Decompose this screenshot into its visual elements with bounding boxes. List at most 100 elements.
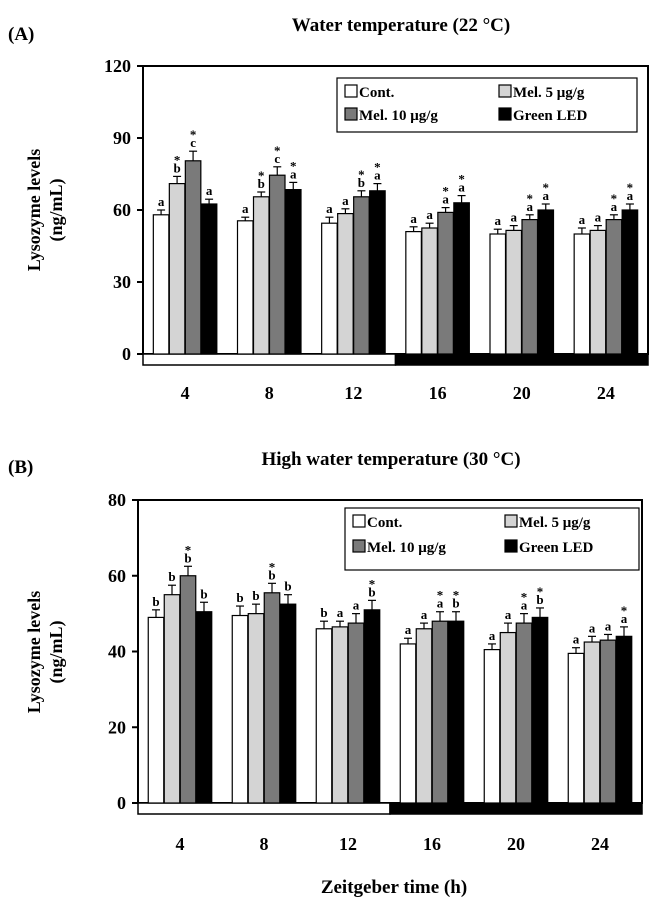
panel-a-xtick-label: 4 xyxy=(181,383,190,403)
panel-b-xtick-label: 12 xyxy=(339,834,357,854)
panel-b-significance-letter: b xyxy=(536,592,543,607)
panel-b-bar xyxy=(515,622,533,804)
panel-b-bar xyxy=(483,649,501,804)
panel-b-label: (B) xyxy=(8,457,33,478)
panel-b-significance-letter: a xyxy=(489,628,496,643)
panel-b-legend-label: Mel. 10 μg/g xyxy=(367,540,446,556)
panel-a-bar xyxy=(489,233,507,355)
panel-b-significance-letter: b xyxy=(368,584,375,599)
panel-b-title: High water temperature (30 °C) xyxy=(261,449,520,470)
panel-a-significance-star: * xyxy=(174,152,181,167)
panel-a-significance-letter: a xyxy=(511,210,518,225)
panel-a-legend-swatch xyxy=(498,107,512,121)
panel-b-legend-swatch xyxy=(352,514,366,528)
panel-b-legend-label: Green LED xyxy=(519,540,593,556)
panel-a-bar xyxy=(369,190,386,355)
panel-a-significance-star: * xyxy=(627,180,634,195)
panel-b-significance-letter: a xyxy=(437,596,444,611)
panel-b-light-phase-bar xyxy=(137,802,391,815)
panel-a-significance-letter: b xyxy=(173,160,180,175)
panel-a-significance-star: * xyxy=(527,191,534,206)
panel-a-legend-label: Mel. 5 μg/g xyxy=(513,85,585,101)
panel-b-bar xyxy=(363,609,381,804)
panel-b-dark-phase-bar xyxy=(389,802,643,815)
panel-b-significance-letter: b xyxy=(320,605,327,620)
panel-a-significance-letter: c xyxy=(190,135,196,150)
panel-a-significance-letter: a xyxy=(611,199,618,214)
panel-b-bar xyxy=(195,611,213,804)
panel-a-significance-letter: a xyxy=(326,201,333,216)
panel-b-ytick-label: 80 xyxy=(108,490,126,510)
panel-b-ytick-label: 60 xyxy=(108,566,126,586)
panel-b-ylabel-line2: (ng/mL) xyxy=(46,620,67,683)
panel-a-xtick-label: 20 xyxy=(513,383,531,403)
panel-a-significance-star: * xyxy=(290,158,297,173)
panel-b-significance-star: * xyxy=(185,542,192,557)
panel-a-xtick-label: 24 xyxy=(597,383,615,403)
panel-a-significance-letter: a xyxy=(495,213,502,228)
panel-a-significance-letter: a xyxy=(290,166,297,181)
panel-b-bar xyxy=(567,652,585,804)
panel-a-ylabel-line2: (ng/mL) xyxy=(46,178,67,241)
panel-a-bar xyxy=(321,222,338,355)
panel-a-significance-star: * xyxy=(442,184,449,199)
panel-a-significance-star: * xyxy=(458,172,465,187)
panel-a-light-phase-bar xyxy=(142,353,397,366)
panel-b-significance-letter: a xyxy=(605,618,612,633)
panel-b-ytick-label: 40 xyxy=(108,642,126,662)
panel-a-bar xyxy=(421,227,438,355)
panel-b-legend-box xyxy=(344,507,640,571)
panel-b-bar xyxy=(331,626,349,804)
panel-b-legend-swatch xyxy=(504,539,518,553)
panel-b-legend-swatch xyxy=(504,514,518,528)
panel-a-legend-swatch xyxy=(498,84,512,98)
panel-b-ytick-label: 20 xyxy=(108,717,126,737)
panel-a-bar xyxy=(268,174,286,355)
panel-b-significance-star: * xyxy=(521,590,528,605)
panel-a-xtick-label: 12 xyxy=(344,383,362,403)
panel-b-bar xyxy=(499,631,517,804)
panel-a-significance-letter: a xyxy=(426,207,433,222)
panel-a-bar xyxy=(337,213,354,355)
panel-b-bar xyxy=(447,620,465,804)
panel-a-significance-star: * xyxy=(543,180,550,195)
panel-a-significance-letter: b xyxy=(258,176,265,191)
panel-b-ylabel-line1: Lysozyme levels xyxy=(24,591,44,713)
panel-b-significance-letter: b xyxy=(236,590,243,605)
panel-a-ytick-label: 60 xyxy=(113,200,131,220)
panel-a-bar xyxy=(573,233,591,355)
panel-b-significance-letter: b xyxy=(252,588,259,603)
panel-b-significance-star: * xyxy=(369,576,376,591)
panel-a-significance-letter: a xyxy=(242,201,249,216)
panel-b-significance-letter: a xyxy=(505,607,512,622)
panel-b-bar xyxy=(531,616,549,804)
panel-a-bar xyxy=(621,209,639,355)
panel-a-significance-letter: a xyxy=(543,188,550,203)
panel-a-ytick-label: 0 xyxy=(122,344,131,364)
panel-b-ytick-label: 0 xyxy=(117,793,126,813)
panel-b-legend-label: Mel. 5 μg/g xyxy=(519,515,591,531)
panel-a-significance-letter: b xyxy=(358,175,365,190)
panel-b-bar xyxy=(347,622,365,804)
panel-a-ytick-label: 90 xyxy=(113,128,131,148)
panel-a-bar xyxy=(437,211,454,355)
panel-b-xtick-label: 16 xyxy=(423,834,441,854)
panel-a-bar xyxy=(405,231,422,355)
panel-b-bar xyxy=(147,616,165,804)
panel-a-bar xyxy=(589,229,607,355)
panel-b-significance-letter: b xyxy=(184,550,191,565)
panel-a-bar xyxy=(505,229,523,355)
panel-a-bar xyxy=(236,220,254,355)
panel-a-significance-star: * xyxy=(358,167,365,182)
panel-a-significance-letter: a xyxy=(374,168,381,183)
panel-a-legend-label: Cont. xyxy=(359,85,395,101)
panel-a-significance-star: * xyxy=(374,160,381,175)
panel-b-significance-letter: b xyxy=(452,596,459,611)
panel-a-bar xyxy=(521,219,539,355)
panel-b-significance-letter: a xyxy=(337,605,344,620)
panel-a-significance-letter: a xyxy=(527,199,534,214)
panel-a-significance-letter: a xyxy=(342,193,349,208)
